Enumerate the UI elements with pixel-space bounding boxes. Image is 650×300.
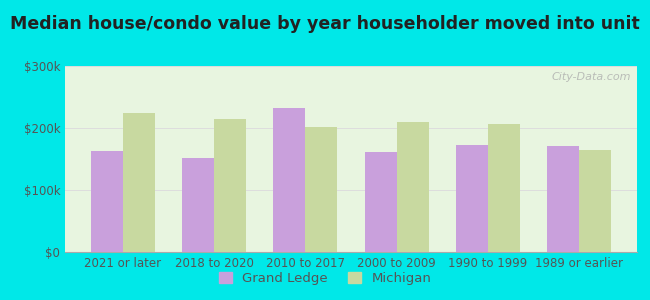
Bar bbox=[214, 119, 246, 252]
Bar bbox=[456, 146, 488, 252]
Bar bbox=[91, 151, 123, 252]
Bar bbox=[579, 150, 611, 252]
Bar bbox=[396, 122, 428, 252]
Bar bbox=[123, 112, 155, 252]
Bar bbox=[306, 127, 337, 252]
Legend: Grand Ledge, Michigan: Grand Ledge, Michigan bbox=[213, 267, 437, 290]
Bar bbox=[274, 108, 305, 252]
Text: Median house/condo value by year householder moved into unit: Median house/condo value by year househo… bbox=[10, 15, 640, 33]
Bar bbox=[488, 124, 520, 252]
Bar bbox=[182, 158, 214, 252]
Bar bbox=[547, 146, 579, 252]
Text: City-Data.com: City-Data.com bbox=[552, 72, 631, 82]
Bar bbox=[365, 152, 396, 252]
